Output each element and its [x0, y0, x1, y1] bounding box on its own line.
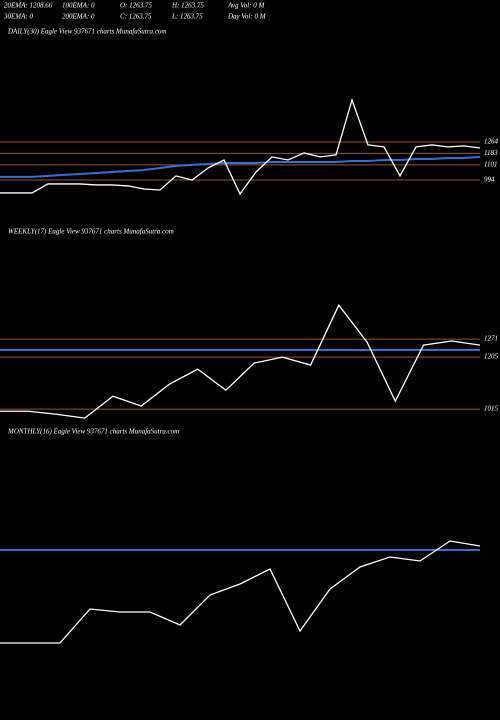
panel-title: WEEKLY(17) Eagle View 937671 charts Muna… — [8, 228, 174, 236]
header-stat: H: 1263.75 — [171, 2, 204, 10]
header-stat: Day Vol: 0 M — [227, 13, 267, 21]
header-stat: 200EMA: 0 — [62, 13, 95, 21]
header-stat: Avg Vol: 0 M — [227, 2, 266, 10]
ema-line — [0, 155, 481, 178]
y-tick-label: 1205 — [484, 353, 499, 361]
panel-title: MONTHLY(16) Eagle View 937671 charts Mun… — [7, 428, 179, 436]
header-stat: O: 1263.75 — [120, 2, 152, 10]
y-tick-label: 1015 — [484, 405, 499, 413]
price-line — [0, 303, 481, 419]
price-line — [0, 540, 481, 644]
header-stat: C: 1263.75 — [120, 13, 152, 21]
header-stat: 20EMA: 1208.66 — [4, 2, 53, 10]
panel-title: DAILY(30) Eagle View 937671 charts Munaf… — [7, 28, 166, 36]
price-line — [0, 97, 481, 196]
header-stat: L: 1263.75 — [171, 13, 203, 21]
y-tick-label: 994 — [484, 176, 495, 184]
y-tick-label: 1183 — [484, 149, 498, 157]
header-stat: 30EMA: 0 — [3, 13, 33, 21]
y-tick-label: 1271 — [484, 335, 498, 343]
header-stat: 100EMA: 0 — [62, 2, 95, 10]
y-tick-label: 1101 — [484, 161, 497, 169]
y-tick-label: 1264 — [484, 138, 499, 146]
